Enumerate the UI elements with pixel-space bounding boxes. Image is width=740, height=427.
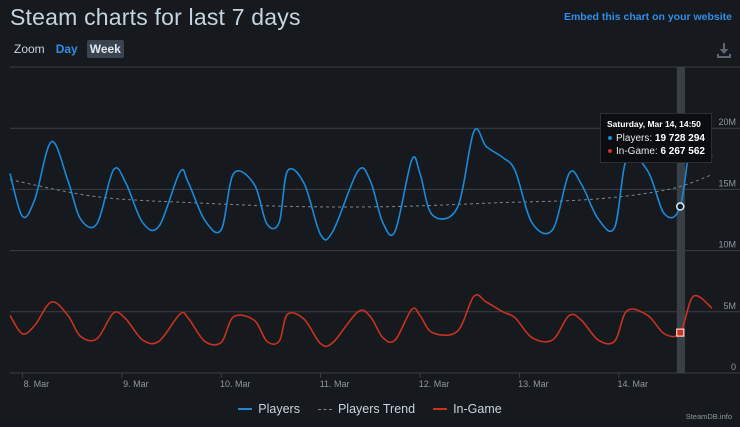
ingame-hover-marker (676, 328, 685, 337)
tooltip-ingame-row: In-Game: 6 267 562 (607, 145, 705, 158)
tooltip-ingame-label: In-Game: (616, 146, 658, 157)
legend-item-players-trend[interactable]: Players Trend (317, 402, 416, 416)
series-line-in-game (9, 293, 713, 348)
y-tick-label: 20M (718, 117, 736, 127)
legend-swatch-in-game (433, 408, 448, 410)
legend-item-in-game[interactable]: In-Game (433, 402, 502, 416)
y-tick-label: 10M (718, 240, 736, 250)
x-tick-label: 13. Mar (518, 379, 549, 389)
series-line-players (9, 128, 713, 241)
x-tick-label: 11. Mar (320, 379, 350, 389)
y-tick-label: 0 (731, 362, 736, 372)
zoom-day-button[interactable]: Day (55, 42, 78, 56)
tooltip-ingame-value: 6 267 562 (660, 146, 705, 157)
y-tick-label: 5M (723, 301, 736, 311)
x-tick-label: 12. Mar (419, 379, 450, 389)
legend-label-players-trend: Players Trend (337, 402, 416, 416)
players-hover-marker (675, 202, 685, 211)
y-axis-ticks: 0 5M 10M 15M 20M (718, 117, 736, 372)
legend-swatch-players (238, 408, 253, 410)
zoom-label: Zoom (14, 42, 45, 56)
embed-chart-link[interactable]: Embed this chart on your website (563, 11, 732, 23)
series-line-players-trend (9, 174, 713, 208)
chart-page-title: Steam charts for last 7 days (10, 4, 301, 30)
steamdb-credit[interactable]: SteamDB.info (685, 412, 732, 421)
legend-label-players: Players (258, 402, 300, 416)
chart-tooltip: Saturday, Mar 14, 14:50 Players: 19 728 … (600, 113, 712, 163)
zoom-week-button[interactable]: Week (86, 40, 124, 58)
x-tick-label: 8. Mar (24, 379, 50, 389)
legend-label-in-game: In-Game (453, 402, 502, 416)
tooltip-title: Saturday, Mar 14, 14:50 (607, 119, 701, 129)
x-tick-label: 10. Mar (220, 379, 251, 389)
hover-markers (675, 202, 685, 337)
x-axis-ticks: 8. Mar 9. Mar 10. Mar 11. Mar 12. Mar 13. Mar… (21, 373, 649, 389)
legend-swatch-players-trend (317, 408, 332, 410)
chart-legend: Players Players Trend In-Game (0, 402, 740, 416)
tooltip-players-label: Players: (616, 133, 653, 144)
download-icon[interactable] (716, 42, 732, 58)
tooltip-players-row: Players: 19 728 294 (607, 132, 705, 145)
legend-item-players[interactable]: Players (238, 402, 300, 416)
zoom-controls: Zoom Day Week (14, 40, 124, 58)
x-tick-label: 14. Mar (618, 379, 649, 389)
y-tick-label: 15M (718, 178, 736, 188)
ingame-dot-icon (608, 148, 612, 153)
tooltip-players-value: 19 728 294 (654, 133, 705, 144)
steam-players-chart: 0 5M 10M 15M 20M 8. Mar 9. Mar 10. Mar 11. Mar 1… (9, 66, 740, 389)
x-tick-label: 9. Mar (123, 379, 149, 389)
hover-highlight-band (676, 67, 686, 373)
players-dot-icon (608, 135, 612, 140)
